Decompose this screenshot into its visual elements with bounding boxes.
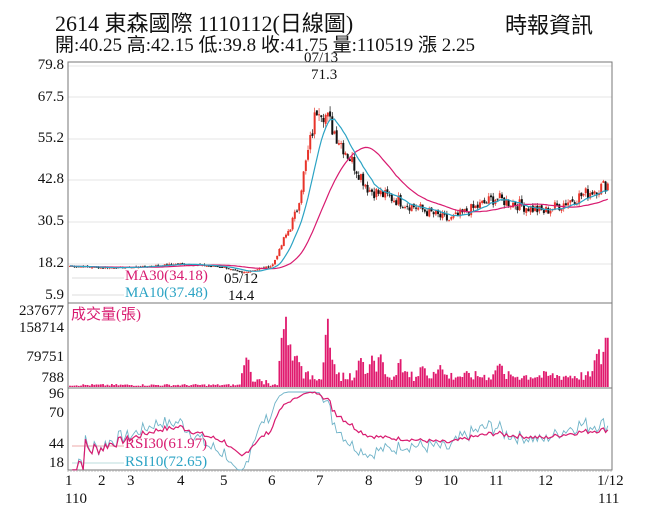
x-year-end: 111 bbox=[598, 491, 620, 507]
high-value-label: 71.3 bbox=[311, 67, 338, 83]
rsi-tick: 44 bbox=[49, 436, 64, 452]
volume-tick: 237677 bbox=[19, 303, 64, 319]
volume-tick: 79751 bbox=[26, 349, 65, 365]
price-tick: 55.2 bbox=[37, 130, 64, 146]
chart-title: 2614 東森國際 1110112(日線圖) bbox=[55, 11, 354, 36]
x-year-start: 110 bbox=[65, 491, 87, 507]
rsi-tick: 18 bbox=[49, 455, 64, 471]
x-tick: 9 bbox=[415, 473, 423, 489]
ma10-legend: MA10(37.48) bbox=[125, 285, 208, 301]
x-tick: 4 bbox=[177, 473, 185, 489]
x-tick: 11 bbox=[489, 473, 504, 489]
x-tick: 12 bbox=[538, 473, 553, 489]
x-tick: 5 bbox=[220, 473, 228, 489]
x-tick: 2 bbox=[98, 473, 106, 489]
x-tick: 3 bbox=[127, 473, 135, 489]
price-tick: 42.8 bbox=[37, 171, 64, 187]
price-tick: 18.2 bbox=[37, 255, 64, 271]
x-tick: 6 bbox=[268, 473, 276, 489]
price-tick: 30.5 bbox=[37, 213, 64, 229]
x-tick: 7 bbox=[316, 473, 324, 489]
volume-tick: 158714 bbox=[19, 320, 64, 336]
rsi-tick: 96 bbox=[49, 386, 64, 402]
rsi-tick: 70 bbox=[49, 405, 64, 421]
rsi10-legend: RSI10(72.65) bbox=[125, 454, 208, 470]
x-tick: 10 bbox=[443, 473, 458, 489]
rsi30-legend: RSI30(61.97) bbox=[125, 436, 208, 452]
volume-title: 成交量(張) bbox=[71, 307, 141, 323]
low-value-label: 14.4 bbox=[228, 288, 255, 304]
volume-tick: 788 bbox=[41, 370, 65, 386]
price-tick: 79.8 bbox=[37, 57, 64, 73]
ma30-legend: MA30(34.18) bbox=[125, 268, 208, 284]
price-tick: 67.5 bbox=[37, 89, 64, 105]
ohlc-summary: 開:40.25 高:42.15 低:39.8 收:41.75 量:110519 … bbox=[55, 35, 475, 56]
high-date-label: 07/13 bbox=[304, 50, 339, 66]
x-tick: 1 bbox=[65, 473, 73, 489]
price-tick: 5.9 bbox=[45, 287, 64, 303]
low-date-label: 05/12 bbox=[224, 271, 259, 287]
x-tick: 8 bbox=[365, 473, 373, 489]
x-tick: 1/12 bbox=[597, 473, 624, 489]
source-label: 時報資訊 bbox=[505, 13, 594, 38]
